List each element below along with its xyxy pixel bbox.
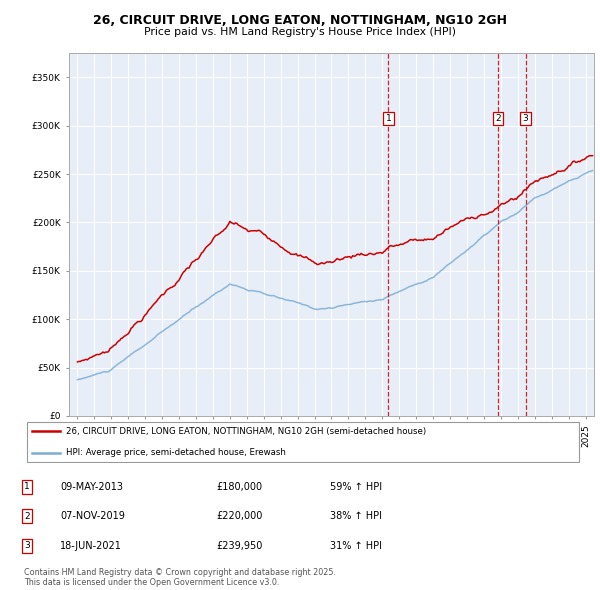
- Text: Contains HM Land Registry data © Crown copyright and database right 2025.
This d: Contains HM Land Registry data © Crown c…: [24, 568, 336, 587]
- Text: 1: 1: [386, 114, 391, 123]
- Text: 26, CIRCUIT DRIVE, LONG EATON, NOTTINGHAM, NG10 2GH: 26, CIRCUIT DRIVE, LONG EATON, NOTTINGHA…: [93, 14, 507, 27]
- Text: 1: 1: [24, 482, 30, 491]
- Text: 07-NOV-2019: 07-NOV-2019: [60, 512, 125, 521]
- Text: HPI: Average price, semi-detached house, Erewash: HPI: Average price, semi-detached house,…: [66, 448, 286, 457]
- Text: 18-JUN-2021: 18-JUN-2021: [60, 541, 122, 550]
- Text: 2: 2: [496, 114, 501, 123]
- Text: 3: 3: [523, 114, 529, 123]
- FancyBboxPatch shape: [27, 422, 579, 462]
- Text: 59% ↑ HPI: 59% ↑ HPI: [330, 482, 382, 491]
- Text: £220,000: £220,000: [216, 512, 262, 521]
- Text: Price paid vs. HM Land Registry's House Price Index (HPI): Price paid vs. HM Land Registry's House …: [144, 27, 456, 37]
- Text: 09-MAY-2013: 09-MAY-2013: [60, 482, 123, 491]
- Text: 2: 2: [24, 512, 30, 521]
- Text: 26, CIRCUIT DRIVE, LONG EATON, NOTTINGHAM, NG10 2GH (semi-detached house): 26, CIRCUIT DRIVE, LONG EATON, NOTTINGHA…: [66, 427, 426, 436]
- Text: 38% ↑ HPI: 38% ↑ HPI: [330, 512, 382, 521]
- Text: £239,950: £239,950: [216, 541, 262, 550]
- Text: 3: 3: [24, 541, 30, 550]
- Text: 31% ↑ HPI: 31% ↑ HPI: [330, 541, 382, 550]
- Text: £180,000: £180,000: [216, 482, 262, 491]
